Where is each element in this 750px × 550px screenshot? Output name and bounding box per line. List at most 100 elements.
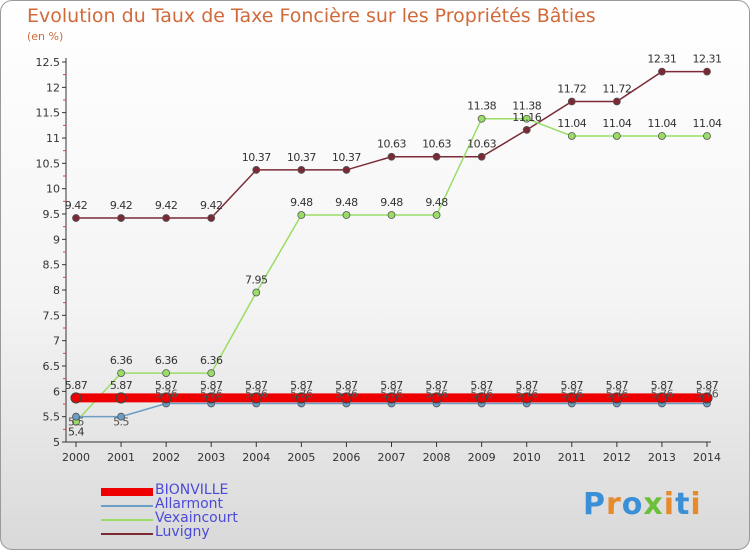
y-tick-label: 7	[53, 335, 60, 348]
series-luvigny	[72, 67, 711, 222]
data-point	[432, 211, 441, 219]
data-label: 5.87	[380, 379, 403, 392]
data-label: 9.42	[110, 199, 133, 212]
data-label: 12.31	[647, 53, 676, 66]
data-label: 5.87	[245, 379, 268, 392]
data-point	[521, 392, 533, 404]
data-point	[162, 369, 171, 377]
logo-letter: t	[675, 487, 691, 522]
logo-letter: r	[606, 487, 622, 522]
data-label: 5.87	[335, 379, 358, 392]
data-point	[701, 392, 713, 404]
legend-swatch	[101, 519, 153, 521]
x-tick-label: 2001	[107, 451, 135, 464]
x-tick-label: 2012	[603, 451, 631, 464]
data-label: 5.87	[110, 379, 133, 392]
legend-swatch	[101, 505, 153, 507]
x-tick-label: 2009	[468, 451, 496, 464]
y-tick-label: 9	[53, 233, 60, 246]
logo-letter: i	[663, 487, 676, 522]
data-label: 11.72	[602, 83, 631, 96]
data-point	[387, 211, 396, 219]
x-tick-label: 2005	[287, 451, 315, 464]
x-tick-label: 2000	[62, 451, 90, 464]
data-label: 10.63	[422, 138, 451, 151]
y-tick-label: 10.5	[36, 157, 61, 170]
data-label: 12.31	[693, 53, 722, 66]
data-label: 9.42	[65, 199, 88, 212]
data-label: 9.48	[380, 196, 403, 209]
data-label: 11.04	[693, 117, 722, 130]
data-point	[70, 392, 82, 404]
data-label: 5.76	[696, 387, 719, 400]
data-point	[295, 392, 307, 404]
data-label: 11.04	[647, 117, 676, 130]
x-tick-label: 2011	[558, 451, 586, 464]
x-tick-label: 2014	[693, 451, 721, 464]
data-label: 5.87	[290, 379, 313, 392]
data-label: 5.5	[68, 416, 84, 429]
data-label: 7.95	[245, 274, 268, 287]
data-label: 9.48	[335, 196, 358, 209]
x-tick-label: 2002	[152, 451, 180, 464]
data-point	[340, 392, 353, 404]
data-label: 5.87	[155, 379, 178, 392]
data-label: 11.38	[512, 100, 541, 113]
legend-label: Allarmont	[155, 496, 224, 512]
data-point	[658, 132, 666, 140]
data-label: 5.76	[561, 387, 584, 400]
data-label: 5.87	[651, 379, 674, 392]
data-point	[522, 125, 531, 134]
data-point	[703, 67, 711, 76]
data-point	[477, 152, 486, 161]
data-point	[430, 392, 443, 404]
y-tick-label: 6.5	[43, 360, 61, 373]
y-tick-label: 7.5	[43, 309, 61, 322]
data-label: 9.42	[200, 199, 223, 212]
series-vexaincourt	[72, 114, 711, 426]
data-label: 11.04	[602, 117, 631, 130]
series-line	[75, 117, 707, 423]
data-point	[297, 211, 306, 219]
y-tick-label: 12.5	[36, 56, 61, 69]
data-label: 5.76	[335, 387, 358, 400]
data-point	[252, 166, 261, 174]
data-point	[250, 392, 262, 404]
data-label: 5.87	[515, 379, 538, 392]
data-label: 5.76	[155, 387, 178, 400]
legend-label: Luvigny	[155, 524, 210, 540]
data-point	[297, 166, 306, 174]
data-point	[476, 392, 488, 404]
logo-letter: i	[690, 487, 702, 522]
data-point	[252, 288, 261, 297]
data-point	[117, 412, 125, 421]
data-label: 5.5	[113, 416, 129, 429]
data-label: 5.76	[425, 387, 448, 400]
data-point	[160, 392, 172, 404]
data-point	[342, 211, 351, 219]
data-point	[522, 114, 531, 123]
proxiti-logo: Proxiti	[583, 487, 702, 522]
y-tick-label: 8	[53, 284, 60, 297]
data-point	[117, 214, 125, 222]
y-tick-label: 6	[53, 385, 60, 398]
data-label: 10.37	[242, 151, 271, 164]
y-tick-label: 9.5	[43, 208, 61, 221]
data-label: 5.4	[68, 426, 84, 439]
data-label: 5.76	[515, 387, 538, 400]
y-tick-label: 10	[46, 183, 60, 196]
data-label: 11.16	[512, 111, 541, 124]
data-label: 10.37	[287, 151, 316, 164]
data-point	[385, 392, 398, 404]
data-point	[387, 152, 396, 161]
data-label: 5.76	[470, 387, 493, 400]
data-label: 5.87	[696, 379, 719, 392]
data-point	[432, 152, 441, 161]
x-tick-label: 2006	[332, 451, 360, 464]
y-tick-label: 8.5	[43, 259, 61, 272]
data-point	[566, 392, 578, 404]
data-label: 5.87	[561, 379, 584, 392]
x-tick-label: 2010	[513, 451, 541, 464]
